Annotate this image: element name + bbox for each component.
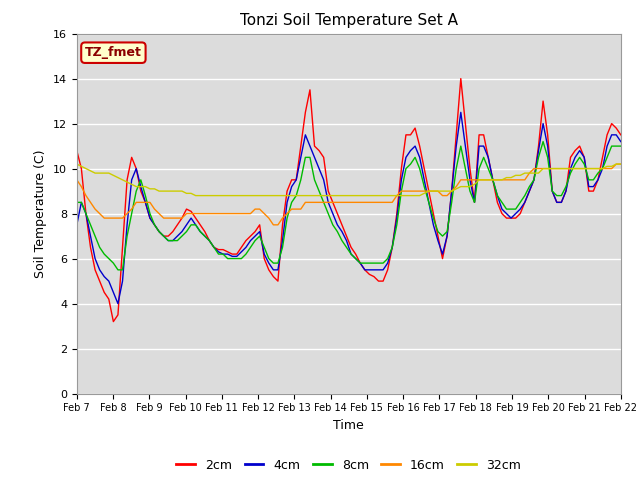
16cm	[508, 177, 515, 183]
4cm	[73, 222, 81, 228]
X-axis label: Time: Time	[333, 419, 364, 432]
16cm	[380, 200, 387, 205]
8cm	[192, 222, 200, 228]
Legend: 2cm, 4cm, 8cm, 16cm, 32cm: 2cm, 4cm, 8cm, 16cm, 32cm	[172, 454, 526, 477]
2cm	[452, 132, 460, 138]
4cm	[512, 211, 520, 216]
32cm	[452, 186, 460, 192]
2cm	[617, 132, 625, 138]
8cm	[224, 256, 232, 262]
Line: 8cm: 8cm	[77, 142, 621, 270]
4cm	[617, 139, 625, 144]
4cm	[224, 251, 232, 257]
32cm	[73, 161, 81, 167]
4cm	[608, 132, 616, 138]
16cm	[73, 177, 81, 183]
Y-axis label: Soil Temperature (C): Soil Temperature (C)	[35, 149, 47, 278]
2cm	[109, 319, 117, 324]
8cm	[508, 206, 515, 212]
2cm	[73, 148, 81, 154]
8cm	[73, 200, 81, 205]
32cm	[604, 164, 611, 169]
Line: 32cm: 32cm	[77, 164, 621, 196]
2cm	[380, 278, 387, 284]
2cm	[224, 249, 232, 255]
8cm	[617, 143, 625, 149]
4cm	[380, 267, 387, 273]
32cm	[188, 191, 195, 196]
16cm	[269, 222, 277, 228]
Line: 16cm: 16cm	[77, 164, 621, 225]
32cm	[192, 192, 200, 199]
32cm	[508, 175, 515, 180]
8cm	[380, 260, 387, 266]
32cm	[617, 161, 625, 167]
16cm	[452, 184, 460, 190]
16cm	[188, 211, 195, 216]
8cm	[540, 139, 547, 144]
Line: 2cm: 2cm	[77, 79, 621, 322]
Title: Tonzi Soil Temperature Set A: Tonzi Soil Temperature Set A	[240, 13, 458, 28]
2cm	[192, 215, 200, 221]
4cm	[192, 222, 200, 228]
32cm	[380, 192, 387, 199]
2cm	[457, 76, 465, 82]
Line: 4cm: 4cm	[77, 112, 621, 303]
4cm	[457, 109, 465, 115]
2cm	[512, 215, 520, 221]
8cm	[114, 267, 122, 273]
4cm	[114, 300, 122, 306]
32cm	[224, 192, 232, 199]
8cm	[608, 143, 616, 149]
16cm	[604, 166, 611, 171]
8cm	[452, 166, 460, 171]
16cm	[220, 211, 227, 216]
16cm	[612, 161, 620, 167]
Text: TZ_fmet: TZ_fmet	[85, 46, 142, 59]
16cm	[617, 161, 625, 167]
2cm	[608, 120, 616, 126]
4cm	[452, 143, 460, 149]
